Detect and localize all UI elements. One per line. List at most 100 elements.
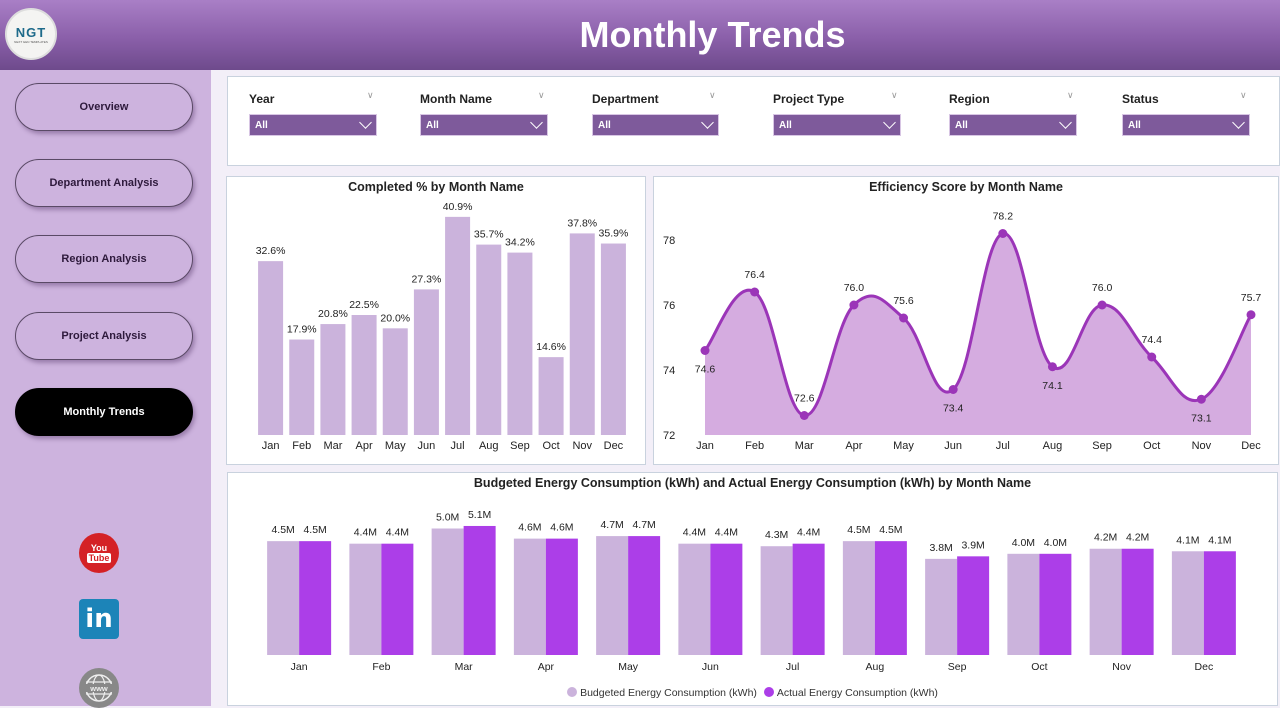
point-oct[interactable]: [1147, 352, 1157, 362]
budgeted-bar-may[interactable]: [596, 536, 629, 655]
bar-jul[interactable]: [445, 216, 471, 435]
y-tick-label: 74: [663, 365, 675, 377]
budgeted-bar-feb[interactable]: [349, 543, 382, 655]
budgeted-bar-nov[interactable]: [1089, 548, 1122, 655]
point-dec[interactable]: [1246, 310, 1256, 320]
filter-status-dropdown[interactable]: All: [1122, 114, 1250, 136]
bar-mar[interactable]: [320, 324, 346, 435]
legend-budgeted-label: Budgeted Energy Consumption (kWh): [580, 687, 757, 699]
x-tick-label: Jan: [696, 440, 714, 452]
actual-bar-dec[interactable]: [1203, 551, 1236, 655]
bar-oct[interactable]: [538, 357, 564, 435]
bar-jun[interactable]: [413, 289, 439, 435]
y-tick-label: 78: [663, 235, 675, 247]
point-jun[interactable]: [948, 385, 958, 394]
website-label: www: [89, 684, 108, 693]
actual-bar-feb[interactable]: [381, 543, 414, 655]
actual-bar-may[interactable]: [628, 536, 661, 655]
data-label: 4.6M: [550, 522, 573, 534]
data-label: 76.0: [844, 282, 865, 294]
actual-bar-nov[interactable]: [1121, 548, 1154, 655]
budgeted-bar-apr[interactable]: [513, 538, 546, 655]
bar-feb[interactable]: [289, 339, 315, 435]
x-tick-label: May: [893, 440, 914, 452]
budgeted-bar-oct[interactable]: [1007, 553, 1040, 655]
point-feb[interactable]: [750, 287, 760, 297]
actual-bar-jun[interactable]: [710, 543, 743, 655]
data-label: 74.6: [695, 364, 716, 376]
actual-bar-jan[interactable]: [299, 541, 332, 655]
point-apr[interactable]: [849, 300, 859, 310]
actual-bar-aug[interactable]: [874, 541, 907, 655]
filter-region-chevron-icon[interactable]: ∨: [1067, 90, 1074, 100]
point-sep[interactable]: [1097, 300, 1107, 310]
linkedin-icon[interactable]: in: [79, 599, 119, 639]
point-mar[interactable]: [799, 411, 809, 420]
y-tick-label: 72: [663, 430, 675, 442]
bar-sep[interactable]: [507, 252, 533, 435]
data-label: 4.4M: [354, 527, 377, 539]
filter-status-chevron-icon[interactable]: ∨: [1240, 90, 1247, 100]
budgeted-bar-aug[interactable]: [842, 541, 875, 655]
actual-bar-apr[interactable]: [545, 538, 578, 655]
nav-project-analysis-button[interactable]: Project Analysis: [15, 312, 193, 360]
budgeted-bar-mar[interactable]: [431, 528, 464, 656]
filter-month-name-chevron-icon[interactable]: ∨: [538, 90, 545, 100]
filter-department-dropdown[interactable]: All: [592, 114, 719, 136]
filter-year-dropdown[interactable]: All: [249, 114, 377, 136]
filter-region-dropdown[interactable]: All: [949, 114, 1077, 136]
globe-icon: www: [85, 674, 113, 702]
data-label: 4.7M: [600, 519, 623, 531]
filter-project-type-value: All: [779, 119, 792, 131]
chevron-down-icon: [883, 116, 896, 129]
nav-monthly-trends-button[interactable]: Monthly Trends: [15, 388, 193, 436]
x-tick-label: Aug: [1043, 440, 1063, 452]
point-jul[interactable]: [998, 229, 1008, 238]
chevron-down-icon: [1232, 116, 1245, 129]
nav-department-analysis-button[interactable]: Department Analysis: [15, 159, 193, 207]
data-label: 76.4: [744, 269, 765, 281]
point-may[interactable]: [899, 313, 909, 323]
actual-bar-mar[interactable]: [463, 525, 496, 655]
filter-month-name-value: All: [426, 119, 439, 131]
x-tick-label: Apr: [356, 440, 373, 452]
x-tick-label: Aug: [866, 661, 885, 673]
x-tick-label: Dec: [1195, 661, 1214, 673]
data-label: 37.8%: [567, 217, 597, 229]
filter-department-chevron-icon[interactable]: ∨: [709, 90, 716, 100]
actual-bar-sep[interactable]: [957, 556, 990, 655]
x-tick-label: Jun: [418, 440, 436, 452]
budgeted-bar-dec[interactable]: [1171, 551, 1204, 655]
budgeted-bar-jan[interactable]: [267, 541, 300, 655]
youtube-icon[interactable]: You Tube: [79, 533, 119, 573]
point-aug[interactable]: [1047, 362, 1057, 372]
point-jan[interactable]: [700, 346, 710, 355]
bar-nov[interactable]: [569, 233, 595, 435]
budgeted-bar-jun[interactable]: [678, 543, 711, 655]
bar-apr[interactable]: [351, 315, 377, 435]
x-tick-label: Dec: [604, 440, 624, 452]
x-tick-label: Oct: [1143, 440, 1160, 452]
bar-may[interactable]: [382, 328, 408, 435]
budgeted-bar-jul[interactable]: [760, 546, 793, 655]
filter-month-name-dropdown[interactable]: All: [420, 114, 548, 136]
data-label: 73.4: [943, 403, 964, 415]
bar-jan[interactable]: [258, 261, 284, 435]
x-tick-label: Aug: [479, 440, 499, 452]
actual-bar-jul[interactable]: [792, 543, 825, 655]
nav-overview-button[interactable]: Overview: [15, 83, 193, 131]
x-tick-label: Jan: [291, 661, 308, 673]
chart-legend: Budgeted Energy Consumption (kWh) Actual…: [228, 687, 1277, 699]
actual-bar-oct[interactable]: [1039, 553, 1072, 655]
bar-aug[interactable]: [476, 244, 502, 435]
filter-project-type-dropdown[interactable]: All: [773, 114, 901, 136]
budgeted-bar-sep[interactable]: [925, 558, 958, 655]
website-globe-icon[interactable]: www: [79, 668, 119, 708]
bar-dec[interactable]: [600, 243, 626, 435]
data-label: 20.8%: [318, 308, 348, 320]
filter-year-chevron-icon[interactable]: ∨: [367, 90, 374, 100]
filter-project-type-chevron-icon[interactable]: ∨: [891, 90, 898, 100]
point-nov[interactable]: [1196, 394, 1206, 404]
sidebar: Overview Department Analysis Region Anal…: [0, 70, 211, 708]
nav-region-analysis-button[interactable]: Region Analysis: [15, 235, 193, 283]
